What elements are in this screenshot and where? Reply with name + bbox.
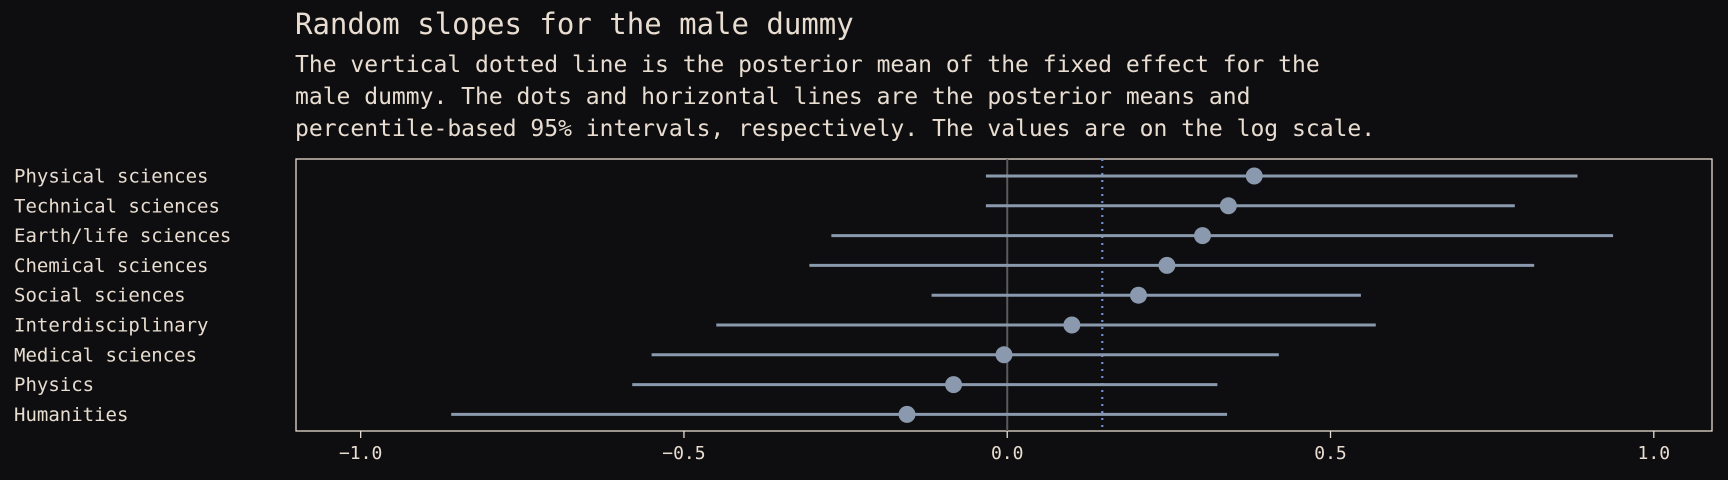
- mean-point: [898, 405, 916, 423]
- category-label: Chemical sciences: [14, 255, 208, 277]
- chart-subtitle-line-1: The vertical dotted line is the posterio…: [295, 52, 1320, 78]
- x-tick-label: 0.0: [991, 443, 1024, 464]
- category-label: Humanities: [14, 404, 128, 426]
- category-label: Interdisciplinary: [14, 315, 208, 337]
- category-label: Physical sciences: [14, 166, 208, 188]
- category-label: Medical sciences: [14, 344, 197, 366]
- mean-point: [945, 376, 963, 394]
- chart-subtitle-line-2: male dummy. The dots and horizontal line…: [295, 84, 1250, 110]
- category-label: Technical sciences: [14, 195, 220, 217]
- x-tick-label: −0.5: [662, 443, 705, 464]
- x-tick-label: 1.0: [1638, 443, 1671, 464]
- x-axis: −1.0 −0.5 0.0 0.5 1.0: [339, 431, 1670, 464]
- chart-subtitle-line-3: percentile-based 95% intervals, respecti…: [295, 116, 1375, 142]
- mean-point: [1129, 286, 1147, 304]
- mean-point: [1063, 316, 1081, 334]
- mean-point: [1245, 167, 1263, 185]
- mean-point: [1193, 227, 1211, 245]
- mean-point: [1158, 256, 1176, 274]
- category-label: Earth/life sciences: [14, 225, 231, 247]
- plot-area: [295, 158, 1713, 432]
- mean-point: [995, 346, 1013, 364]
- category-labels: Physical sciences Technical sciences Earth…: [14, 166, 231, 426]
- category-label: Social sciences: [14, 285, 186, 307]
- mean-point: [1219, 197, 1237, 215]
- plot-frame: [295, 158, 1713, 432]
- category-label: Physics: [14, 374, 94, 396]
- x-tick-label: −1.0: [339, 443, 382, 464]
- chart-title: Random slopes for the male dummy: [295, 7, 854, 41]
- x-tick-label: 0.5: [1314, 443, 1347, 464]
